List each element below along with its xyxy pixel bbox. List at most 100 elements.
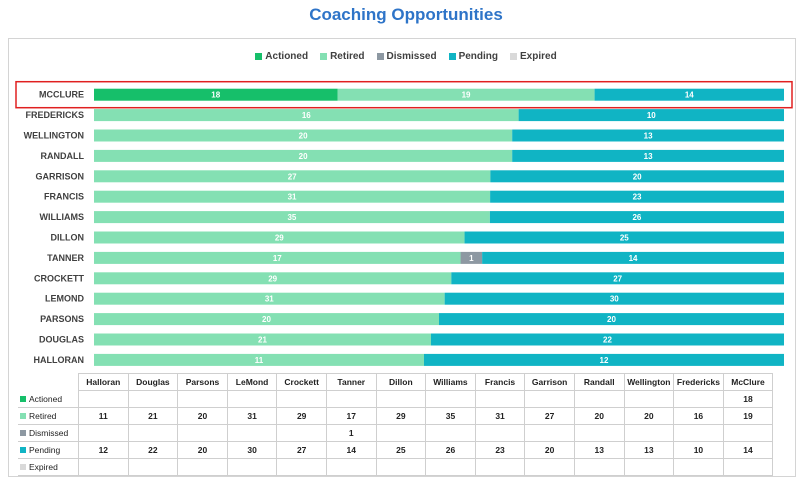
bar-segment-retired[interactable] xyxy=(94,149,513,162)
table-cell: 20 xyxy=(177,441,228,459)
table-row-header: Actioned xyxy=(18,390,79,408)
bar-segment-retired[interactable] xyxy=(94,211,490,224)
data-label: 20 xyxy=(262,315,271,324)
bar-segment-dismissed[interactable] xyxy=(460,251,483,264)
bar-segment-pending[interactable] xyxy=(518,109,784,122)
bar-segment-retired[interactable] xyxy=(94,251,461,264)
bar-segment-pending[interactable] xyxy=(439,313,784,326)
legend-label: Dismissed xyxy=(386,51,437,62)
legend-item-actioned[interactable]: Actioned xyxy=(255,51,308,62)
table-row-header: Retired xyxy=(18,407,79,425)
table-cell xyxy=(226,458,278,476)
table-cell xyxy=(226,424,278,442)
bar-segment-pending[interactable] xyxy=(512,149,784,162)
bar-segment-retired[interactable] xyxy=(94,170,491,183)
table-cell xyxy=(276,390,327,408)
data-label: 13 xyxy=(644,152,653,161)
bar-segment-pending[interactable] xyxy=(444,292,784,305)
table-cell xyxy=(573,458,625,476)
data-label: 26 xyxy=(632,213,641,222)
bar-segment-actioned[interactable] xyxy=(94,88,338,101)
bar-segment-pending[interactable] xyxy=(451,272,784,285)
table-cell xyxy=(78,458,129,476)
table-corner xyxy=(18,374,79,391)
legend-item-pending[interactable]: Pending xyxy=(448,51,498,62)
highlight-box xyxy=(15,80,793,109)
table-cell xyxy=(474,458,526,476)
table-cell: 25 xyxy=(375,441,427,459)
bar-segment-pending[interactable] xyxy=(594,88,784,101)
data-label: 12 xyxy=(600,356,609,365)
data-label: 27 xyxy=(288,172,297,181)
bar-segment-retired[interactable] xyxy=(94,190,491,203)
legend-item-expired[interactable]: Expired xyxy=(510,51,557,62)
table-cell xyxy=(673,424,724,442)
table-cell xyxy=(623,458,675,476)
table-cell: 1 xyxy=(325,424,377,442)
table-row-header: Pending xyxy=(18,441,79,459)
table-row: Pending 12 22 20 30 27 14 25 26 23 20 13 13 10 14 xyxy=(18,441,774,459)
table-cell: 20 xyxy=(623,407,675,425)
table-cell xyxy=(722,458,774,476)
table-column-header: McClure xyxy=(722,373,774,391)
table-cell xyxy=(325,390,377,408)
table-cell: 10 xyxy=(673,441,724,459)
table-cell xyxy=(127,424,179,442)
table-cell: 22 xyxy=(127,441,179,459)
table-cell: 21 xyxy=(127,407,179,425)
table-cell: 29 xyxy=(276,407,327,425)
bar-segment-retired[interactable] xyxy=(94,313,439,326)
table-column-header: Wellington xyxy=(623,373,675,391)
row-swatch xyxy=(20,395,26,402)
bar-segment-retired[interactable] xyxy=(94,129,513,142)
table-cell: 16 xyxy=(673,407,724,425)
bar-segment-pending[interactable] xyxy=(512,129,784,142)
table-cell: 29 xyxy=(375,407,427,425)
table-cell xyxy=(673,458,724,476)
bar-segment-retired[interactable] xyxy=(94,272,452,285)
bar-segment-retired[interactable] xyxy=(337,88,595,101)
bar-segment-retired[interactable] xyxy=(94,231,465,244)
table-column-header: Crockett xyxy=(276,373,327,391)
data-label: 13 xyxy=(644,132,653,141)
bar-segment-retired[interactable] xyxy=(94,109,519,122)
bar-segment-pending[interactable] xyxy=(490,190,784,203)
bar-segment-pending[interactable] xyxy=(482,251,784,264)
data-label: 30 xyxy=(610,295,619,304)
bar-segment-pending[interactable] xyxy=(490,170,784,183)
table-cell xyxy=(375,458,427,476)
bar-segment-pending[interactable] xyxy=(489,211,784,224)
table-cell xyxy=(425,424,476,442)
table-column-header: Douglas xyxy=(127,373,179,391)
legend-item-dismissed[interactable]: Dismissed xyxy=(376,51,437,62)
bar-segment-retired[interactable] xyxy=(94,292,445,305)
table-cell xyxy=(325,458,377,476)
table-cell: 35 xyxy=(425,407,476,425)
table-row-header: Expired xyxy=(18,458,79,476)
category-label: HALLORAN xyxy=(34,355,85,365)
table-cell xyxy=(276,424,327,442)
row-swatch xyxy=(20,464,26,470)
table-cell: 19 xyxy=(722,407,774,425)
table-cell: 26 xyxy=(425,441,476,459)
bar-segment-pending[interactable] xyxy=(424,353,784,366)
bar-segment-pending[interactable] xyxy=(430,333,784,346)
legend-swatch xyxy=(255,53,263,60)
table-column-header: LeMond xyxy=(226,373,278,391)
legend-swatch xyxy=(320,53,328,60)
row-label: Dismissed xyxy=(29,428,69,438)
table-cell: 13 xyxy=(623,441,675,459)
bar-chart: MCCLURE 18 19 14 FREDERICKS 16 10 WELLINGTON 20 1… xyxy=(15,80,793,366)
table-cell: 31 xyxy=(226,407,278,425)
table-cell: 11 xyxy=(78,407,129,425)
legend-item-retired[interactable]: Retired xyxy=(320,51,365,62)
table-cell xyxy=(177,424,228,442)
table-cell xyxy=(573,424,625,442)
bar-segment-pending[interactable] xyxy=(464,231,784,244)
table-cell xyxy=(524,390,575,408)
table-column-header: Halloran xyxy=(78,373,129,391)
data-label: 20 xyxy=(633,172,642,181)
bar-segment-retired[interactable] xyxy=(94,353,424,366)
bar-segment-retired[interactable] xyxy=(94,333,431,346)
table-cell: 14 xyxy=(722,441,774,459)
